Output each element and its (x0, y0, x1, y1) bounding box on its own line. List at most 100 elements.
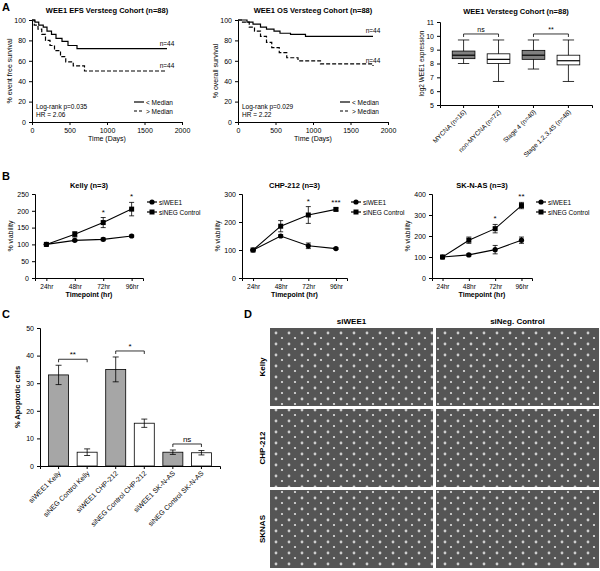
plot-area (49, 357, 212, 466)
axis: MYCNA (n=16)non-MYCNA (n=72)Stage 4 (n=4… (431, 105, 592, 159)
marker (306, 213, 311, 218)
axis: 050100150200250 (17, 191, 35, 282)
tick: 200 (414, 233, 432, 240)
tick: 1500 (137, 122, 153, 134)
tick-label: 500 (270, 127, 282, 134)
tick-label: 7 (430, 74, 434, 81)
legend-item: siWEE1 (147, 199, 183, 206)
tick: 0 (237, 122, 241, 134)
tick-mark (29, 81, 32, 82)
axis: 01020304050 (26, 325, 40, 470)
axis-line (239, 123, 389, 126)
tick: 500 (270, 122, 282, 134)
significance-bracket (116, 351, 145, 354)
tick-label: 24hr (247, 283, 261, 290)
tick-mark (32, 261, 35, 262)
legend-label: siNEG Control (548, 209, 590, 216)
tick: Stage 4 (n=40) (502, 105, 538, 144)
tick-mark (239, 222, 242, 223)
axis-title: % viability (214, 220, 222, 252)
tick-label: 100 (414, 254, 426, 261)
tick-mark (37, 328, 40, 329)
tick-mark (495, 278, 496, 281)
tick: 40 (26, 352, 40, 359)
tick: 72hr (97, 278, 111, 290)
tick: 0 (25, 275, 35, 282)
tick-mark (32, 122, 33, 125)
statistic: HR = 2.06 (36, 111, 66, 118)
axis-line (243, 279, 348, 282)
chart-title: SK-N-AS (n=3) (456, 181, 508, 190)
axis-title: % Apoptotic cells (13, 366, 22, 428)
tick-label: 100 (224, 247, 236, 254)
tick-label: 100 (220, 17, 232, 24)
tick-mark (568, 105, 569, 108)
axis-line (437, 23, 441, 106)
tick-label: siNEG Control Kelly (42, 469, 92, 519)
tick: 96hr (515, 278, 529, 290)
tick: siNEG Control Kelly (42, 466, 92, 519)
figure: 0204060801000500100015002000WEE1 EFS Ver… (0, 0, 600, 571)
axis-line (433, 279, 533, 282)
tick-mark (37, 466, 40, 467)
significance: *** (331, 198, 340, 207)
tick-label: 10 (426, 33, 434, 40)
tick: 20 (224, 98, 238, 105)
annotations: *** (494, 192, 525, 223)
tick-mark (37, 438, 40, 439)
axis-title: % overall survival (212, 43, 219, 98)
axis-title: Time (Days) (88, 135, 126, 143)
tick: 72hr (489, 278, 503, 290)
legend-label: < Median (352, 99, 379, 106)
legend-label: < Median (146, 99, 173, 106)
micrograph (270, 409, 433, 487)
annotations: **** (307, 197, 341, 207)
axis: 24hr48hr72hr96hr (243, 278, 348, 290)
panel-label: A (2, 1, 10, 13)
significance-bracket (533, 34, 568, 37)
whisker-cap (528, 39, 539, 40)
marker (150, 210, 155, 215)
tick-label: 24hr (437, 283, 451, 290)
tick: 7 (430, 74, 440, 81)
tick: 9 (430, 46, 440, 53)
significance: * (494, 214, 497, 223)
marker (466, 252, 471, 257)
tick-label: 300 (224, 191, 236, 198)
survival-curve (32, 20, 167, 71)
error-bar (72, 232, 77, 237)
tick-mark (145, 122, 146, 125)
tick: 1000 (306, 122, 322, 134)
micrograph (436, 490, 599, 568)
error-bar (493, 224, 498, 232)
tick-mark (87, 466, 88, 469)
tick-mark (201, 466, 202, 469)
tick-label: 80 (18, 37, 26, 44)
micrograph (270, 328, 433, 406)
marker (72, 238, 77, 243)
tick-label: 24hr (40, 283, 54, 290)
marker (539, 210, 544, 215)
marker (44, 242, 49, 247)
tick-mark (437, 64, 440, 65)
series-line (253, 236, 336, 250)
tick-mark (29, 122, 32, 123)
row-label: SKNAS (258, 514, 267, 543)
tick-label: 150 (17, 224, 29, 231)
whisker-cap (563, 81, 574, 82)
axis-line (32, 195, 36, 279)
legend-label: > Median (352, 108, 379, 115)
tick-mark (235, 102, 238, 103)
tick-mark (32, 278, 35, 279)
end-label: n=44 (160, 40, 175, 47)
tick-label: 200 (17, 208, 29, 215)
legend-swatch (340, 101, 350, 102)
tick-mark (182, 122, 183, 125)
significance: * (128, 342, 131, 351)
axis: 0100200300 (224, 191, 242, 282)
error-bar (278, 221, 283, 232)
tick-label: 400 (414, 191, 426, 198)
significance: * (130, 192, 133, 201)
legend-item: < Median (340, 99, 379, 106)
tick-label: 1500 (343, 127, 359, 134)
